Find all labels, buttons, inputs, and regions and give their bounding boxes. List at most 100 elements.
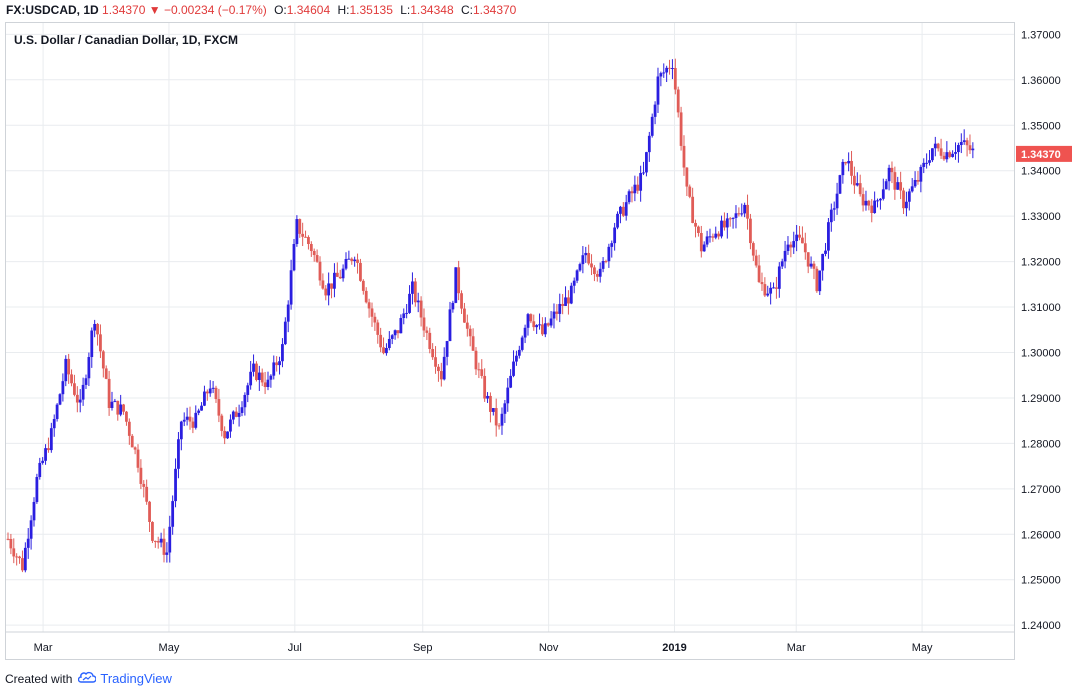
x-tick-label: Jul <box>288 642 302 654</box>
tradingview-brand[interactable]: TradingView <box>100 671 172 686</box>
candle-body <box>249 371 253 386</box>
candle-body <box>506 387 510 404</box>
candle-body <box>139 467 143 484</box>
candle-body <box>746 204 749 219</box>
candle-body <box>604 261 608 263</box>
candle-body <box>385 348 388 354</box>
candle-body <box>902 190 905 209</box>
candle-body <box>870 205 874 214</box>
candle-body <box>806 252 810 267</box>
candle-body <box>298 219 302 234</box>
candle-body <box>610 243 614 247</box>
candle-body <box>38 462 42 478</box>
candle-body <box>936 143 940 149</box>
candle-body <box>171 501 175 527</box>
candle-body <box>879 198 882 201</box>
candle-body <box>656 76 660 105</box>
candle-body <box>182 419 186 422</box>
candle-body <box>350 258 354 262</box>
candle-body <box>731 217 735 219</box>
candle-body <box>881 189 885 199</box>
candle-body <box>437 366 440 372</box>
candle-body <box>754 255 758 266</box>
candle-body <box>775 287 778 289</box>
candle-body <box>344 259 348 269</box>
candle-body <box>41 460 45 463</box>
y-tick-label: 1.32000 <box>1021 257 1061 269</box>
candle-body <box>191 421 195 428</box>
candle-body <box>240 407 244 413</box>
candle-body <box>460 293 463 309</box>
candle-body <box>312 251 316 256</box>
candle-body <box>858 183 862 195</box>
y-tick-label: 1.28000 <box>1021 438 1061 450</box>
candle-body <box>194 412 198 428</box>
candle-body <box>717 233 721 237</box>
candle-body <box>148 501 151 522</box>
y-tick-label: 1.37000 <box>1021 29 1061 41</box>
candle-body <box>301 233 305 237</box>
candle-body <box>769 287 773 294</box>
candle-body <box>272 362 276 376</box>
candle-body <box>87 357 91 379</box>
candle-body <box>136 449 140 468</box>
candle-body <box>408 293 411 313</box>
candle-body <box>168 526 172 553</box>
candle-body <box>116 400 120 415</box>
candle-body <box>457 267 461 294</box>
candle-body <box>489 395 492 412</box>
candle-body <box>387 338 391 349</box>
candle-body <box>815 268 819 292</box>
candle-body <box>884 181 888 190</box>
candle-body <box>122 404 125 412</box>
symbol-label: FX:USDCAD, 1D <box>6 3 99 17</box>
candle-body <box>133 447 137 450</box>
candle-body <box>957 145 960 153</box>
candle-body <box>757 265 761 283</box>
candle-body <box>405 312 409 314</box>
open-value: 1.34604 <box>286 3 331 17</box>
candle-body <box>223 430 227 439</box>
candle-body <box>335 272 339 277</box>
candle-body <box>257 372 261 380</box>
candle-body <box>26 538 30 548</box>
candle-body <box>471 336 475 351</box>
candle-body <box>543 323 547 335</box>
candle-body <box>584 252 588 256</box>
candle-body <box>705 236 709 245</box>
candle-body <box>275 362 279 366</box>
candle-body <box>78 399 82 403</box>
candle-body <box>483 375 487 399</box>
low-label: L: <box>400 3 411 17</box>
candle-body <box>558 303 562 314</box>
candle-body <box>864 200 868 206</box>
candle-body <box>220 415 224 431</box>
candle-body <box>676 89 680 113</box>
candle-body <box>555 311 559 314</box>
candle-body <box>12 548 16 557</box>
candle-body <box>650 116 654 136</box>
candle-body <box>619 206 622 214</box>
candle-body <box>668 67 671 69</box>
candle-body <box>702 244 706 252</box>
candle-body <box>968 145 972 151</box>
candle-body <box>590 263 593 268</box>
last-price: 1.34370 <box>102 3 146 17</box>
candle-body <box>127 421 131 436</box>
candle-body <box>647 135 651 153</box>
candle-body <box>29 520 33 539</box>
candles <box>6 58 975 573</box>
open-label: O: <box>274 3 287 17</box>
candle-body <box>361 280 365 291</box>
candle-body <box>177 439 180 469</box>
candle-body <box>448 309 452 342</box>
candle-body <box>61 381 65 395</box>
candle-body <box>318 261 322 281</box>
candle-body <box>110 401 114 408</box>
candle-body <box>598 268 602 277</box>
candle-body <box>616 213 619 228</box>
candle-body <box>809 263 813 267</box>
candle-body <box>662 72 666 74</box>
candle-body <box>445 341 449 357</box>
